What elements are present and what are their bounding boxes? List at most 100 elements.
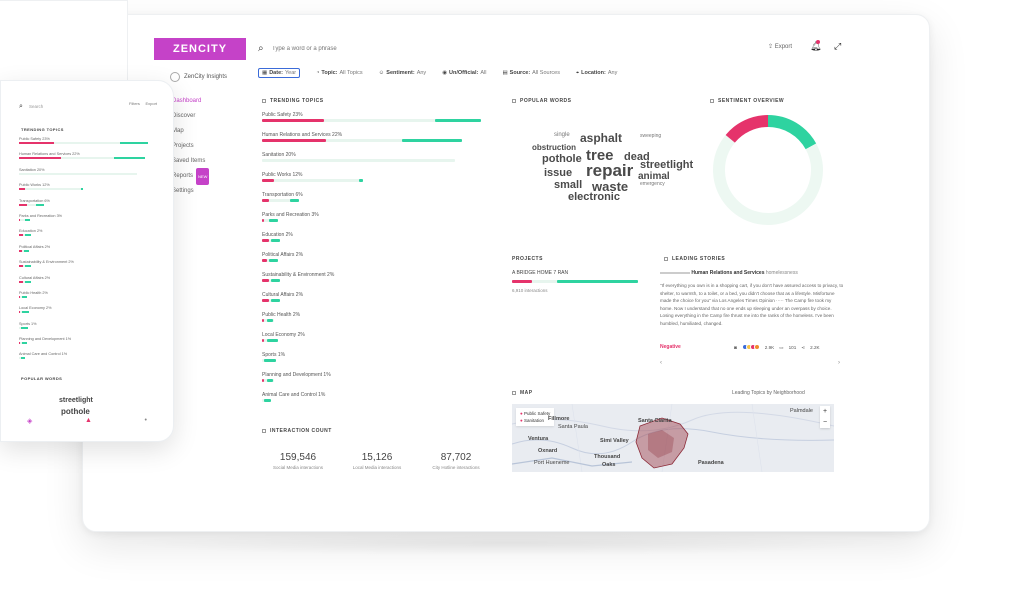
mobile-topic-row[interactable]: Sports 1% [19, 322, 159, 337]
negative-segment[interactable] [725, 115, 769, 143]
expand-icon[interactable]: ⤢ [834, 41, 842, 51]
sidebar-item-saved-items[interactable]: Saved Items [172, 154, 209, 169]
mobile-export-button[interactable]: Export [145, 101, 158, 106]
filter-value: All Topics [339, 70, 363, 76]
word-electronic[interactable]: electronic [568, 191, 620, 203]
word-sweeping[interactable]: sweeping [640, 133, 662, 139]
word-emergency[interactable]: emergency [640, 181, 665, 187]
mobile-topic-row[interactable]: Transportation 6% [19, 199, 159, 214]
story-category[interactable]: Human Relations and Services [691, 270, 765, 276]
sidebar-item-reports[interactable]: Reports NEW [172, 168, 210, 185]
word-asphalt[interactable]: asphalt [580, 131, 623, 145]
mobile-topic-row[interactable]: Cultural Affairs 2% [19, 276, 159, 291]
topic-row[interactable]: Political Affairs 2% [262, 252, 492, 272]
story-next-icon[interactable]: › [838, 360, 840, 366]
mobile-topic-row[interactable]: Political Affairs 2% [19, 245, 159, 260]
mobile-topic-row[interactable]: Sustainability & Environment 2% [19, 260, 159, 275]
topic-label: Animal Care and Control 1% [262, 392, 326, 398]
mobile-topic-row[interactable]: Planning and Development 1% [19, 337, 159, 352]
filter-location[interactable]: ⌖ Location: Any [576, 68, 617, 78]
topic-row[interactable]: Sports 1% [262, 352, 492, 372]
filter-source[interactable]: ▤ Source: All Sources [502, 68, 560, 78]
filter-topic[interactable]: ◔ Topic: All Topics [316, 68, 363, 78]
user-menu[interactable]: ZenCity Insights [170, 72, 227, 82]
neutral-segment[interactable] [713, 134, 823, 225]
topic-row[interactable]: Public Safety 23% [262, 112, 492, 132]
mobile-topic-row[interactable]: Public Safety 23% [19, 137, 159, 152]
sidebar-item-map[interactable]: Map [172, 124, 209, 139]
sidebar-item-projects[interactable]: Projects [172, 139, 209, 154]
word-issue[interactable]: issue [544, 167, 573, 179]
word-single[interactable]: single [554, 132, 570, 138]
word-waste[interactable]: waste [592, 179, 629, 194]
mobile-search-input[interactable]: Search [29, 104, 44, 109]
filter-sentiment[interactable]: ☺ Sentiment: Any [379, 68, 427, 78]
topic-row[interactable]: Animal Care and Control 1% [262, 392, 492, 412]
mobile-topic-row[interactable]: Sanitation 20% [19, 168, 159, 183]
mobile-word: streetlight [59, 397, 93, 404]
topic-row[interactable]: Sanitation 20% [262, 152, 492, 172]
bell-icon[interactable]: 🔔︎ [810, 41, 822, 51]
topic-row[interactable]: Human Relations and Services 22% [262, 132, 492, 152]
word-small[interactable]: small [554, 179, 583, 191]
topic-row[interactable]: Public Health 2% [262, 312, 492, 332]
story-tag[interactable]: homelessness [765, 270, 798, 276]
topic-row[interactable]: Cultural Affairs 2% [262, 292, 492, 312]
project-name[interactable]: A BRIDGE HOME 7 RAN [512, 270, 569, 276]
mobile-trending-list: Public Safety 23% Human Relations and Ser… [19, 137, 159, 368]
zoom-in-button[interactable]: + [822, 408, 828, 415]
story-text[interactable]: "If everything you own is in a shopping … [660, 283, 844, 326]
mobile-topic-row[interactable]: Human Relations and Services 22% [19, 152, 159, 167]
panel-drag-icon [664, 257, 668, 261]
filter-date[interactable]: ▦ Date: Year [258, 68, 301, 78]
mobile-home-icon[interactable]: ◈ [27, 418, 33, 425]
sidebar-item-discover[interactable]: Discover [172, 109, 209, 124]
story-prev-icon[interactable]: ‹ [660, 360, 662, 366]
zoom-out-button[interactable]: − [822, 419, 828, 426]
mobile-topic-row[interactable]: Animal Care and Control 1% [19, 352, 159, 367]
mobile-filters-button[interactable]: Filters [129, 101, 140, 106]
mobile-topic-row[interactable]: Public Works 12% [19, 183, 159, 198]
map-key-label: Public Safety [523, 411, 551, 416]
word-pothole[interactable]: pothole [542, 153, 582, 165]
share-icon[interactable]: ⋖ [801, 344, 806, 350]
interaction-count: 159,546 Social Media interactions [262, 452, 334, 470]
story-header: Human Relations and Services homelessnes… [660, 270, 798, 276]
topic-row[interactable]: Planning and Development 1% [262, 372, 492, 392]
mobile-topic-row[interactable]: Local Economy 2% [19, 306, 159, 321]
sidebar-item-dashboard[interactable]: Dashboard [172, 94, 209, 109]
filter-unofficial[interactable]: ◉ Un/Official: All [442, 68, 486, 78]
word-repair[interactable]: repair [586, 161, 634, 180]
mobile-topic-row[interactable]: Public Health 2% [19, 291, 159, 306]
topic-row[interactable]: Sustainability & Environment 2% [262, 272, 492, 292]
topic-label: Public Health 2% [262, 312, 301, 318]
sidebar-item-settings[interactable]: Settings [172, 184, 209, 199]
topic-row[interactable]: Public Works 12% [262, 172, 492, 192]
positive-bar [23, 249, 30, 252]
positive-segment[interactable] [767, 115, 817, 150]
mobile-more-icon[interactable]: • [144, 417, 147, 424]
topic-row[interactable]: Local Economy 2% [262, 332, 492, 352]
topic-row[interactable]: Education 2% [262, 232, 492, 252]
map-key: ● Public Safety ● Sanitation [516, 408, 555, 426]
topic-label: Planning and Development 1% [262, 372, 331, 378]
word-animal[interactable]: animal [638, 171, 670, 182]
topic-row[interactable]: Transportation 6% [262, 192, 492, 212]
mobile-topic-row[interactable]: Education 2% [19, 229, 159, 244]
map-city-label: Port Hueneme [534, 460, 570, 466]
reactions-count: 2.9K [764, 345, 775, 350]
sidebar: ZenCity Insights Dashboard Discover Map Pro… [154, 64, 246, 472]
neighborhood-map[interactable]: ● Public Safety ● Sanitation Santa Clari… [512, 404, 834, 472]
word-streetlight[interactable]: streetlight [640, 159, 694, 171]
comments-count: 101 [788, 345, 797, 350]
mobile-feed-icon[interactable]: ▲ [85, 417, 92, 424]
mobile-topic-row[interactable]: Parks and Recreation 3% [19, 214, 159, 229]
search-input[interactable] [272, 43, 492, 54]
word-obstruction[interactable]: obstruction [532, 143, 576, 152]
word-tree[interactable]: tree [586, 147, 614, 164]
filter-value: All [480, 70, 487, 76]
filter-value: Any [416, 70, 427, 76]
export-button[interactable]: ⇪ Export [768, 43, 792, 50]
topic-row[interactable]: Parks and Recreation 3% [262, 212, 492, 232]
word-dead[interactable]: dead [624, 151, 650, 163]
